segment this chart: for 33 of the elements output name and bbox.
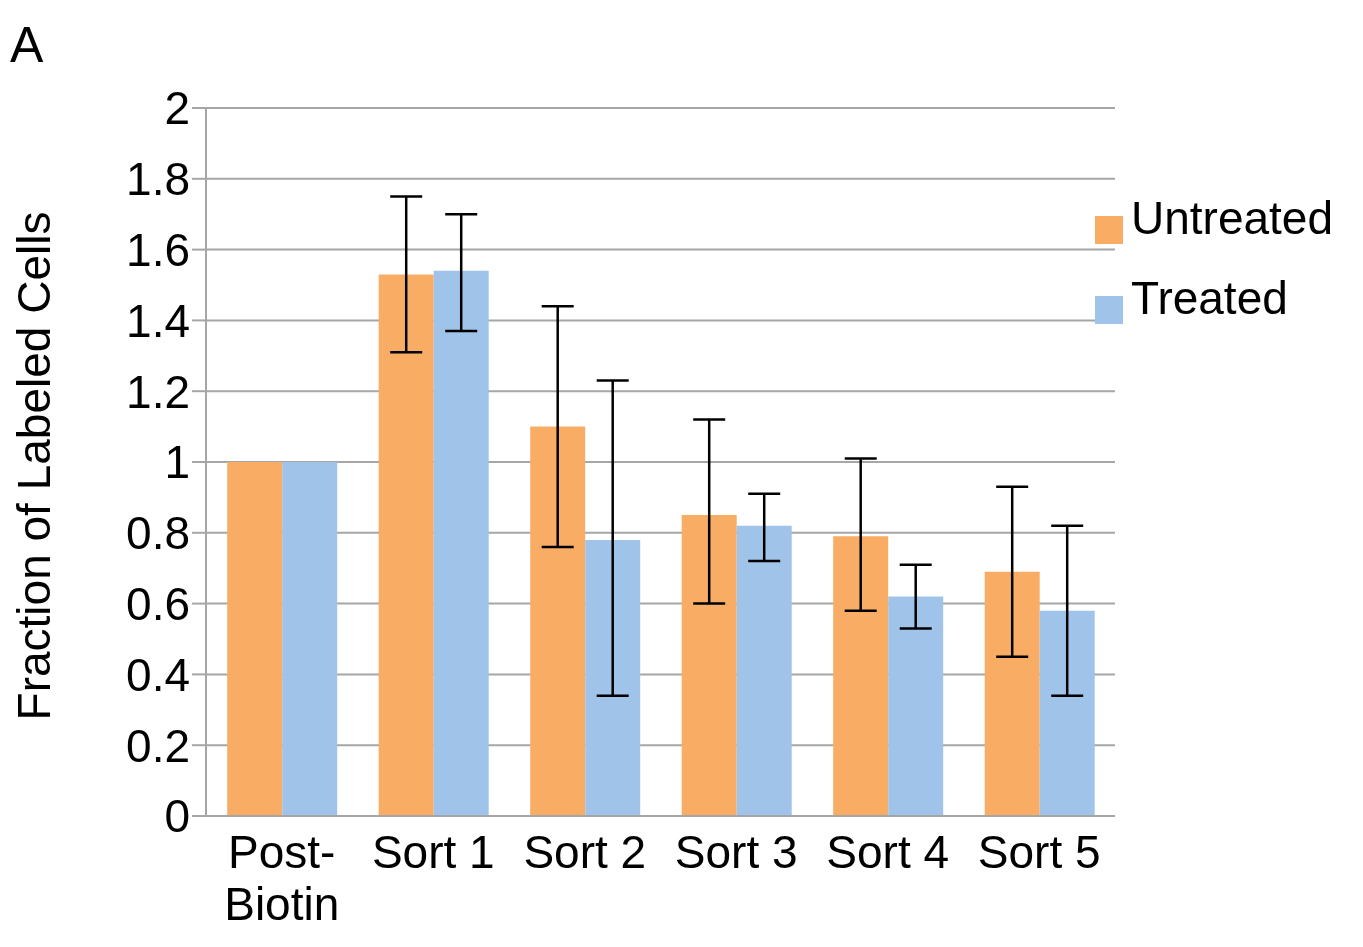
y-tick-label: 1.8 [126,153,190,206]
y-tick-label: 0 [164,790,190,843]
y-tick-label: 0.4 [126,648,190,701]
y-tick-label: 0.6 [126,577,190,630]
x-tick-label: Post-Biotin [224,826,340,930]
y-tick-label: 2 [164,82,190,135]
y-tick-label: 0.2 [126,719,190,772]
legend-label: Untreated [1130,192,1333,244]
bar [282,462,338,816]
y-axis-title: Fraction of Labeled Cells [7,211,61,721]
bar [227,462,283,816]
bar [681,515,737,816]
bar [1039,610,1095,816]
bar [378,274,434,816]
x-tick-label: Sort 4 [826,826,950,878]
bar [833,536,889,816]
bar [984,571,1040,816]
bar [585,539,641,816]
x-tick-label: Sort 2 [523,826,647,878]
x-tick-label: Sort 3 [674,826,798,878]
bar [736,525,792,816]
x-tick-label: Sort 1 [371,826,495,878]
y-tick-label: 1.2 [126,365,190,418]
x-tick-label: Sort 5 [977,826,1101,878]
y-tick-label: 0.8 [126,507,190,560]
y-tick-label: 1 [164,436,190,489]
y-tick-label: 1.6 [126,223,190,276]
legend-label: Treated [1130,272,1288,324]
bar [530,426,586,816]
bar [433,270,489,816]
bar [888,596,944,816]
text: A [10,16,44,74]
y-tick-label: 1.4 [126,294,190,347]
